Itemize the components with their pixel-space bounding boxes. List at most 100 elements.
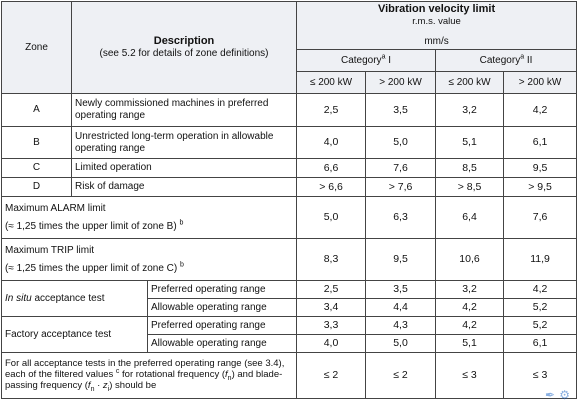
value-cell: 3,3 bbox=[296, 316, 367, 335]
value-cell: > 9,5 bbox=[503, 177, 578, 197]
header-row-1: Zone Description (see 5.2 for details of… bbox=[1, 1, 578, 94]
range-label: Allowable operating range bbox=[146, 334, 298, 353]
zone-label: D bbox=[1, 177, 72, 197]
vibration-limit-table: Zone Description (see 5.2 for details of… bbox=[0, 1, 578, 399]
factory-row-allowable: Allowable operating range 4,0 5,0 5,1 6,… bbox=[2, 334, 578, 353]
zone-description: Risk of damage bbox=[70, 177, 298, 197]
value-cell: 5,1 bbox=[435, 334, 505, 353]
category-1-sup: a bbox=[381, 53, 386, 61]
insitu-label-cell: In situ acceptance test bbox=[1, 280, 148, 317]
value-cell: 3,2 bbox=[435, 93, 505, 127]
value-cell: 10,6 bbox=[435, 238, 505, 281]
value-cell: 11,9 bbox=[503, 238, 578, 281]
value-cell: 5,0 bbox=[365, 334, 437, 353]
value-cell: 4,4 bbox=[365, 298, 437, 317]
trip-note: (≈ 1,25 times the upper limit of zone C) bbox=[5, 262, 178, 274]
range-label: Preferred operating range bbox=[146, 280, 298, 299]
factory-row-preferred: Factory acceptance test Preferred operat… bbox=[1, 316, 578, 353]
factory-label: Factory acceptance test bbox=[1, 316, 148, 353]
value-cell: 9,5 bbox=[503, 158, 578, 178]
category-2-label: Category bbox=[479, 54, 521, 66]
filtered-text-1: For all acceptance tests in the preferre… bbox=[5, 358, 285, 381]
value-cell: 6,1 bbox=[503, 126, 578, 159]
zone-label: A bbox=[1, 93, 72, 127]
zone-header: Zone bbox=[1, 1, 72, 94]
alarm-label-cell: Maximum ALARM limit (≈ 1,25 times the up… bbox=[0, 196, 298, 239]
power-header-cat2-high: > 200 kW bbox=[503, 71, 578, 94]
limit-subtitle: r.m.s. value bbox=[412, 16, 461, 28]
zone-row-d: D Risk of damage > 6,6 > 7,6 > 8,5 > 9,5 bbox=[1, 177, 578, 197]
fzn-symbol: f bbox=[87, 379, 91, 391]
power-header-cat2-low: ≤ 200 kW bbox=[435, 71, 505, 94]
filtered-row: For all acceptance tests in the preferre… bbox=[0, 352, 578, 399]
value-cell: 5,0 bbox=[296, 196, 367, 239]
trip-note-sup: b bbox=[180, 261, 184, 269]
zone-label: C bbox=[1, 158, 72, 178]
insitu-label-italic: In situ bbox=[5, 292, 32, 304]
description-header: Description (see 5.2 for details of zone… bbox=[70, 1, 298, 94]
description-title: Description bbox=[153, 34, 215, 47]
zone-description: Limited operation bbox=[70, 158, 298, 178]
value-cell: > 6,6 bbox=[296, 177, 367, 197]
value-cell: 6,1 bbox=[503, 334, 578, 353]
value-cell: ≤ 3 bbox=[503, 352, 578, 399]
value-cell: 5,2 bbox=[503, 298, 578, 317]
value-cell: ≤ 3 bbox=[435, 352, 505, 399]
category-2-header: Categorya II bbox=[435, 49, 578, 72]
value-cell: 6,4 bbox=[435, 196, 505, 239]
value-cell: 6,3 bbox=[365, 196, 437, 239]
value-cell: 9,5 bbox=[365, 238, 437, 281]
fzn-subscript: n bbox=[90, 385, 95, 393]
value-cell: ≤ 2 bbox=[365, 352, 437, 399]
filtered-text-cell: For all acceptance tests in the preferre… bbox=[0, 352, 298, 399]
watermark-logo: ✒ ⚙ bbox=[545, 388, 570, 402]
value-cell: 7,6 bbox=[503, 196, 578, 239]
alarm-note-sup: b bbox=[179, 219, 184, 227]
filtered-text-sup: c bbox=[115, 367, 120, 375]
value-cell: 3,2 bbox=[435, 280, 505, 299]
header-row-2: Categorya I Categorya II bbox=[2, 49, 578, 72]
value-cell: 4,2 bbox=[435, 316, 505, 335]
value-cell: 3,5 bbox=[365, 280, 437, 299]
value-cell: 4,2 bbox=[503, 93, 578, 127]
zone-label: B bbox=[1, 126, 72, 159]
description-note: (see 5.2 for details of zone definitions… bbox=[99, 48, 269, 60]
value-cell: 3,5 bbox=[365, 93, 437, 127]
alarm-row: Maximum ALARM limit (≈ 1,25 times the up… bbox=[0, 196, 578, 239]
filtered-text-4: should be bbox=[115, 379, 157, 391]
value-cell: > 8,5 bbox=[435, 177, 505, 197]
value-cell: 4,0 bbox=[296, 334, 367, 353]
value-cell: > 7,6 bbox=[365, 177, 437, 197]
range-label: Allowable operating range bbox=[146, 298, 298, 317]
limit-header: Vibration velocity limit r.m.s. value mm… bbox=[296, 1, 578, 50]
zone-row-b: B Unrestricted long-term operation in al… bbox=[1, 126, 578, 159]
alarm-note: (≈ 1,25 times the upper limit of zone B) bbox=[5, 220, 177, 232]
value-cell: 3,4 bbox=[296, 298, 367, 317]
power-header-cat1-high: > 200 kW bbox=[365, 71, 437, 94]
value-cell: 4,3 bbox=[365, 316, 437, 335]
trip-row: Maximum TRIP limit (≈ 1,25 times the upp… bbox=[0, 238, 578, 281]
category-2-sup: a bbox=[520, 53, 525, 61]
value-cell: ≤ 2 bbox=[296, 352, 367, 399]
fn-subscript: n bbox=[227, 374, 232, 382]
category-1-label: Category bbox=[340, 54, 382, 66]
value-cell: 8,3 bbox=[296, 238, 367, 281]
value-cell: 2,5 bbox=[296, 280, 367, 299]
power-header-cat1-low: ≤ 200 kW bbox=[296, 71, 367, 94]
trip-label: Maximum TRIP limit bbox=[5, 244, 95, 256]
zone-row-c: C Limited operation 6,6 7,6 8,5 9,5 bbox=[1, 158, 578, 178]
value-cell: 4,2 bbox=[435, 298, 505, 317]
value-cell: 6,6 bbox=[296, 158, 367, 178]
value-cell: 5,0 bbox=[365, 126, 437, 159]
category-1-num: I bbox=[388, 54, 392, 66]
value-cell: 5,2 bbox=[503, 316, 578, 335]
value-cell: 4,0 bbox=[296, 126, 367, 159]
zone-description: Unrestricted long-term operation in allo… bbox=[70, 126, 298, 159]
alarm-label: Maximum ALARM limit bbox=[5, 202, 106, 214]
unit-label: mm/s bbox=[424, 35, 449, 47]
insitu-label-rest: acceptance test bbox=[31, 292, 105, 304]
z-symbol: z bbox=[102, 379, 108, 391]
value-cell: 5,1 bbox=[435, 126, 505, 159]
filtered-text-2: for rotational frequency bbox=[122, 369, 220, 381]
